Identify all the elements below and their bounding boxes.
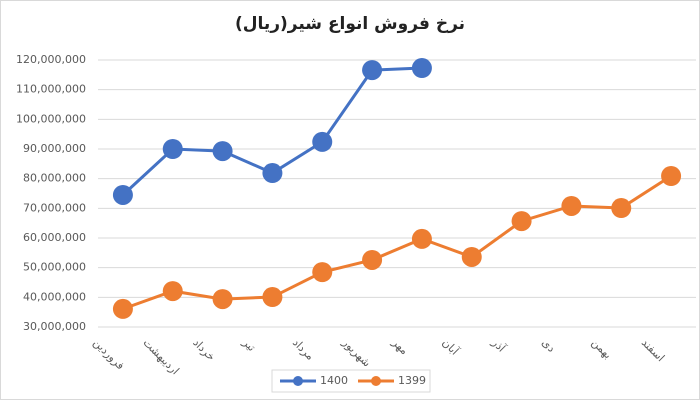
data-point xyxy=(411,228,432,249)
y-tick-label: 30,000,000 xyxy=(23,320,86,333)
data-point xyxy=(312,262,333,283)
data-point xyxy=(411,58,432,79)
y-tick-label: 80,000,000 xyxy=(23,172,86,185)
legend-box xyxy=(271,369,431,393)
y-tick-label: 50,000,000 xyxy=(23,261,86,274)
y-tick-label: 120,000,000 xyxy=(16,53,86,66)
data-point xyxy=(461,246,482,267)
y-tick-label: 100,000,000 xyxy=(16,112,86,125)
data-point xyxy=(611,198,632,219)
data-point xyxy=(661,165,682,186)
legend-label: 1399 xyxy=(398,374,426,387)
data-point xyxy=(112,298,133,319)
y-tick-label: 110,000,000 xyxy=(16,83,86,96)
chart-title: نرخ فروش انواع شیر(ریال) xyxy=(235,14,465,34)
legend-label: 1400 xyxy=(320,374,348,387)
data-point xyxy=(511,211,532,232)
data-point xyxy=(162,281,183,302)
y-tick-label: 60,000,000 xyxy=(23,231,86,244)
legend-marker xyxy=(371,376,381,386)
data-point xyxy=(312,131,333,152)
data-point xyxy=(212,141,233,162)
legend-marker xyxy=(293,376,303,386)
data-point xyxy=(362,249,383,270)
data-point xyxy=(362,60,383,81)
y-tick-label: 40,000,000 xyxy=(23,290,86,303)
y-tick-label: 70,000,000 xyxy=(23,201,86,214)
data-point xyxy=(112,184,133,205)
data-point xyxy=(212,289,233,310)
data-point xyxy=(262,163,283,184)
data-point xyxy=(262,287,283,308)
y-tick-label: 90,000,000 xyxy=(23,142,86,155)
data-point xyxy=(162,139,183,159)
data-point xyxy=(561,195,582,216)
